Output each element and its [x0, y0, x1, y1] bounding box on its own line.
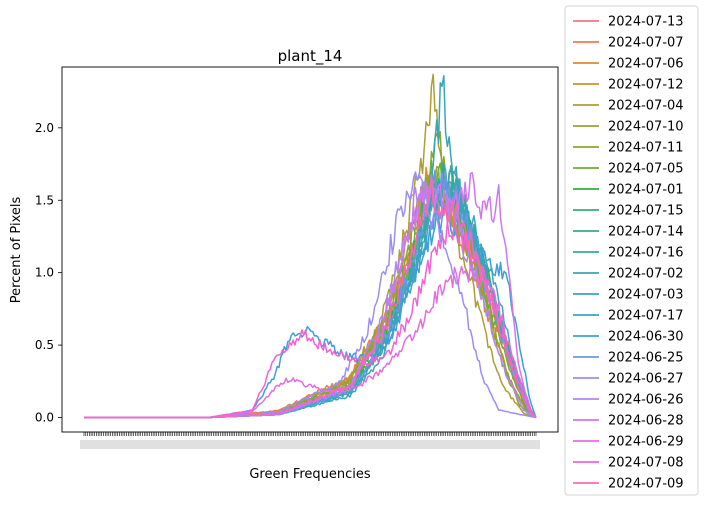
legend-label: 2024-07-15 — [608, 204, 684, 219]
chart-title: plant_14 — [278, 47, 343, 66]
series-layer — [84, 73, 537, 419]
y-tick-label: 2.0 — [35, 121, 54, 135]
legend-label: 2024-07-14 — [608, 225, 684, 240]
x-tick-labels-overlap — [80, 440, 540, 449]
legend-label: 2024-06-29 — [608, 435, 684, 450]
y-axis-label: Percent of Pixels — [9, 197, 24, 304]
legend-label: 2024-06-30 — [608, 330, 684, 345]
legend-label: 2024-07-05 — [608, 162, 684, 177]
legend-label: 2024-07-09 — [608, 477, 684, 492]
series-line-2024-07-09 — [84, 178, 537, 419]
y-tick-label: 1.5 — [35, 193, 54, 207]
legend-label: 2024-07-01 — [608, 183, 684, 198]
legend-label: 2024-07-03 — [608, 288, 684, 303]
legend-label: 2024-06-26 — [608, 393, 684, 408]
legend-label: 2024-07-02 — [608, 267, 684, 282]
legend-label: 2024-07-16 — [608, 246, 684, 261]
legend-label: 2024-07-17 — [608, 309, 684, 324]
y-tick-label: 0.5 — [35, 338, 54, 352]
legend-label: 2024-06-28 — [608, 414, 684, 429]
legend-label: 2024-07-10 — [608, 120, 684, 135]
legend-label: 2024-07-12 — [608, 78, 684, 93]
x-axis-label: Green Frequencies — [249, 467, 371, 482]
x-ticks — [80, 432, 540, 449]
legend-label: 2024-07-11 — [608, 141, 684, 156]
legend: 2024-07-13 2024-07-07 2024-07-06 2024-07-12… — [573, 15, 684, 492]
y-tick-label: 1.0 — [35, 266, 54, 280]
legend-label: 2024-07-07 — [608, 36, 684, 51]
legend-box — [564, 5, 699, 496]
legend-label: 2024-07-08 — [608, 456, 684, 471]
y-tick-label: 0.0 — [35, 411, 54, 425]
legend-label: 2024-07-13 — [608, 15, 684, 30]
legend-label: 2024-06-25 — [608, 351, 684, 366]
legend-label: 2024-07-04 — [608, 99, 684, 114]
y-ticks: 0.0 0.5 1.0 1.5 2.0 — [35, 121, 62, 425]
legend-label: 2024-06-27 — [608, 372, 684, 387]
legend-label: 2024-07-06 — [608, 57, 684, 72]
plot-frame — [61, 66, 559, 433]
